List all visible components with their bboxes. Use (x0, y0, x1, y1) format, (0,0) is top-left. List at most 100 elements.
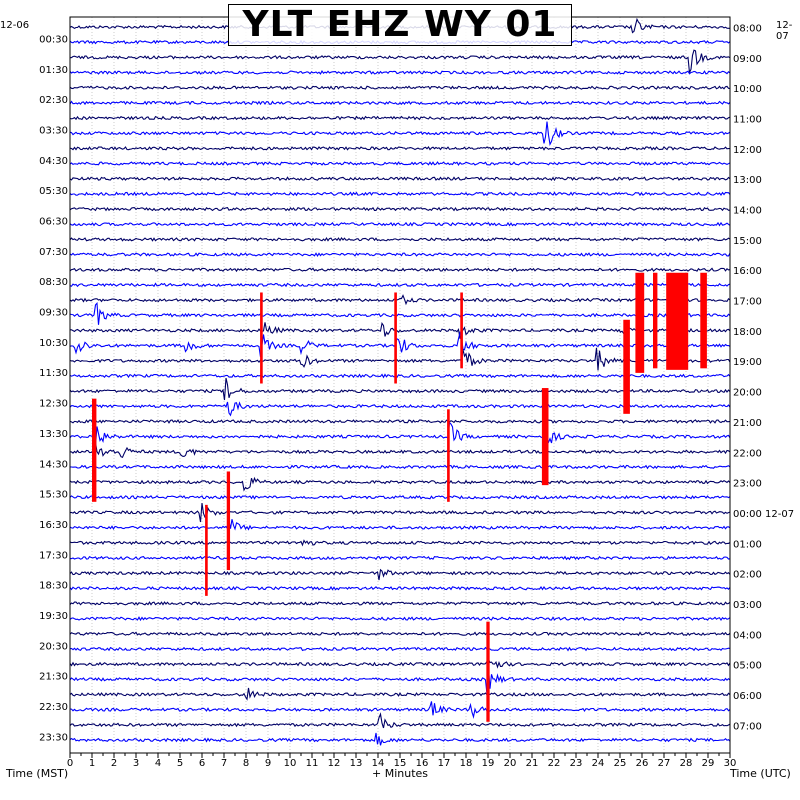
left-time-labels: 00:30 01:30 02:30 03:30 04:30 05:30 06:30 07:30… (39, 35, 68, 744)
trace-line-7 (69, 121, 731, 147)
minute-gridlines (91, 17, 709, 753)
left-time-label-8: 08:30 (39, 277, 68, 288)
left-time-label-0: 00:30 (39, 35, 68, 46)
x-tick-label-26: 26 (636, 758, 649, 769)
right-time-label-18: 02:00 (733, 570, 762, 581)
trace-line-44 (69, 687, 731, 701)
left-time-label-5: 05:30 (39, 186, 68, 197)
trace-line-15 (69, 252, 731, 257)
trace-line-25 (69, 401, 731, 417)
trace-line-26 (69, 419, 731, 424)
right-time-label-19: 03:00 (733, 600, 762, 611)
clipped-segment-10 (635, 272, 645, 373)
x-label-right: Time (UTC) (730, 767, 791, 780)
trace-line-27 (69, 421, 731, 447)
left-time-label-18: 18:30 (39, 581, 68, 592)
x-tick-label-23: 23 (570, 758, 583, 769)
clipped-segment-6 (226, 471, 231, 571)
trace-lines (69, 17, 731, 746)
right-time-label-8: 16:00 (733, 266, 762, 277)
right-time-label-2: 10:00 (733, 84, 762, 95)
left-time-label-11: 11:30 (39, 368, 68, 379)
right-time-label-10: 18:00 (733, 327, 762, 338)
right-time-label-13: 21:00 (733, 418, 762, 429)
date-left-label: 12-06 (0, 20, 30, 31)
right-time-label-23: 07:00 (733, 721, 762, 732)
x-tick-label-14: 14 (372, 758, 385, 769)
trace-line-21 (69, 330, 731, 358)
trace-line-41 (69, 646, 731, 652)
x-tick-label-13: 13 (350, 758, 363, 769)
trace-line-35 (69, 555, 731, 561)
left-time-label-7: 07:30 (39, 247, 68, 258)
left-time-label-16: 16:30 (39, 520, 68, 531)
left-time-label-13: 13:30 (39, 429, 68, 440)
trace-line-32 (69, 503, 731, 523)
left-time-label-14: 14:30 (39, 459, 68, 470)
trace-line-10 (69, 176, 731, 182)
trace-line-38 (69, 601, 731, 606)
clipped-segment-1 (394, 292, 397, 384)
clipped-segment-3 (92, 398, 97, 502)
x-tick-label-1: 1 (89, 758, 95, 769)
x-tick-label-22: 22 (548, 758, 561, 769)
clipped-segment-2 (460, 292, 463, 369)
x-tick-label-27: 27 (658, 758, 671, 769)
trace-line-47 (69, 732, 731, 746)
date-right-label: 12-07 (776, 20, 793, 42)
x-label-center: + Minutes (372, 767, 429, 780)
clipped-segment-13 (700, 272, 707, 369)
x-tick-label-3: 3 (133, 758, 139, 769)
x-tick-label-28: 28 (680, 758, 693, 769)
left-time-label-9: 09:30 (39, 308, 68, 319)
trace-line-33 (69, 519, 731, 531)
trace-line-4 (69, 85, 731, 90)
trace-line-18 (69, 294, 731, 306)
chart-title: YLT EHZ WY 01 (242, 4, 558, 45)
x-label-left: Time (MST) (6, 767, 69, 780)
right-time-label-21: 05:00 (733, 661, 762, 672)
right-time-label-7: 15:00 (733, 236, 762, 247)
x-tick-label-8: 8 (243, 758, 249, 769)
left-time-label-4: 04:30 (39, 156, 68, 167)
left-time-label-21: 21:30 (39, 672, 68, 683)
trace-line-5 (69, 100, 731, 106)
clipped-segment-4 (447, 409, 450, 502)
clipped-segment-11 (653, 272, 658, 369)
clipped-segment-12 (666, 272, 689, 370)
trace-line-43 (69, 668, 731, 695)
left-time-label-1: 01:30 (39, 65, 68, 76)
right-time-label-9: 17:00 (733, 297, 762, 308)
x-tick-label-9: 9 (265, 758, 271, 769)
right-time-label-1: 09:00 (733, 54, 762, 65)
trace-line-24 (69, 377, 731, 401)
x-tick-label-19: 19 (482, 758, 495, 769)
trace-line-9 (69, 161, 731, 166)
x-tick-label-2: 2 (111, 758, 117, 769)
clipped-segment-9 (623, 319, 630, 414)
left-time-label-12: 12:30 (39, 399, 68, 410)
x-tick-label-21: 21 (526, 758, 539, 769)
trace-line-6 (69, 115, 731, 121)
x-tick-label-30: 30 (724, 758, 737, 769)
clipped-segments (92, 272, 707, 722)
trace-line-19 (69, 302, 731, 325)
clipped-segment-0 (260, 292, 263, 384)
trace-line-11 (69, 191, 731, 197)
right-time-label-0: 08:00 (733, 24, 762, 35)
right-time-label-12: 20:00 (733, 388, 762, 399)
left-time-label-6: 06:30 (39, 217, 68, 228)
right-time-label-22: 06:00 (733, 691, 762, 702)
title-box: YLT EHZ WY 01 (228, 4, 572, 46)
left-time-label-22: 22:30 (39, 702, 68, 713)
right-time-labels: 08:00 09:00 10:00 11:00 12:00 13:00 14:00 15:00… (733, 24, 794, 733)
x-tick-label-20: 20 (504, 758, 517, 769)
trace-line-22 (69, 347, 731, 371)
x-tick-label-0: 0 (67, 758, 73, 769)
trace-line-45 (69, 701, 731, 719)
trace-line-39 (69, 616, 731, 622)
left-time-label-15: 15:30 (39, 490, 68, 501)
x-tick-label-24: 24 (592, 758, 605, 769)
trace-line-31 (69, 494, 731, 500)
